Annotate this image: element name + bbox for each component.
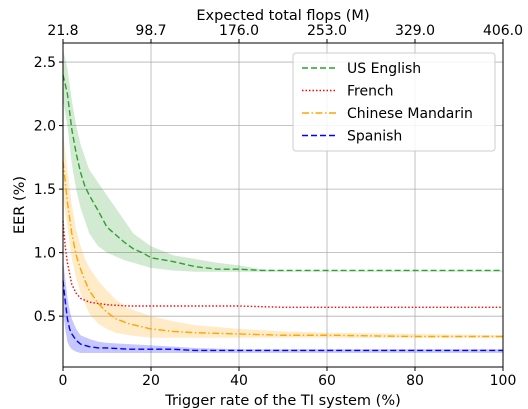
series-line	[62, 161, 503, 338]
series-lines	[62, 74, 503, 352]
series-line	[62, 280, 503, 352]
confidence-band	[63, 131, 503, 338]
top-tick-label: 21.8	[47, 23, 78, 39]
legend: US English French Chinese Mandarin Spanish	[292, 52, 496, 152]
series-line	[62, 220, 503, 308]
legend-box	[292, 52, 496, 152]
y-tick-label: 1.5	[34, 182, 56, 198]
axis-ticks: 0 20 40 60 80 100 0.5 1.0 1.5 2.0 2.5 21.8 98.7 176.0…	[34, 23, 523, 389]
confidence-band	[63, 49, 503, 272]
top-axis-title: Expected total flops (M)	[196, 8, 369, 24]
confidence-band	[63, 259, 503, 354]
x-tick-label: 0	[59, 373, 68, 389]
y-tick-label: 0.5	[34, 309, 56, 325]
series-line	[62, 74, 503, 272]
x-tick-label: 40	[230, 373, 248, 389]
x-tick-label: 20	[142, 373, 160, 389]
y-tick-label: 1.0	[34, 246, 56, 262]
x-tick-label: 60	[318, 373, 336, 389]
legend-label: Chinese Mandarin	[347, 106, 473, 122]
y-tick-label: 2.0	[34, 119, 56, 135]
top-tick-label: 406.0	[483, 23, 523, 39]
legend-label: Spanish	[347, 129, 402, 145]
x-axis-title: Trigger rate of the TI system (%)	[164, 393, 401, 409]
top-tick-label: 98.7	[135, 23, 166, 39]
plot-frame	[62, 42, 504, 368]
y-axis-title: EER (%)	[12, 176, 28, 234]
x-tick-label: 100	[490, 373, 517, 389]
top-tick-label: 253.0	[307, 23, 347, 39]
y-tick-label: 2.5	[34, 55, 56, 71]
legend-label: French	[347, 84, 394, 100]
legend-label: US English	[347, 61, 421, 77]
confidence-bands	[63, 49, 503, 354]
top-tick-label: 176.0	[219, 23, 259, 39]
top-tick-label: 329.0	[395, 23, 435, 39]
x-tick-label: 80	[406, 373, 424, 389]
